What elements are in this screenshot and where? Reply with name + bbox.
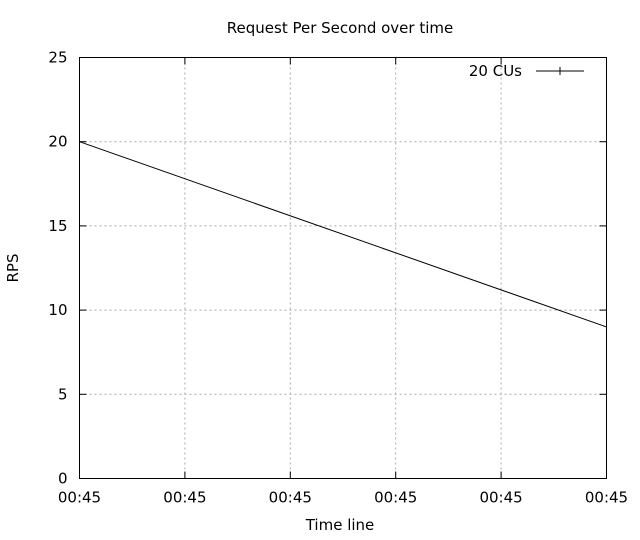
x-tick-label: 00:45: [479, 489, 522, 507]
legend: 20 CUs: [469, 62, 584, 80]
plot-frame: [79, 57, 607, 479]
x-tick-labels: 00:45 00:45 00:45 00:45 00:45 00:45: [58, 489, 628, 507]
y-tick-label: 10: [48, 301, 67, 319]
x-axis-label: Time line: [305, 516, 375, 534]
y-tick-label: 25: [48, 49, 67, 67]
y-tick-labels: 0 5 10 15 20 25: [48, 49, 67, 488]
axis-ticks: [79, 57, 607, 479]
y-tick-label: 0: [58, 470, 68, 488]
grid-lines: [79, 57, 607, 479]
x-tick-label: 00:45: [58, 489, 101, 507]
y-tick-label: 20: [48, 133, 67, 151]
x-tick-label: 00:45: [269, 489, 312, 507]
series-layer: [79, 137, 607, 331]
y-tick-label: 15: [48, 217, 67, 235]
legend-label: 20 CUs: [469, 62, 522, 80]
x-tick-label: 00:45: [585, 489, 628, 507]
series-line: [79, 141, 607, 328]
y-axis-label: RPS: [4, 254, 22, 283]
x-tick-label: 00:45: [163, 489, 206, 507]
chart-title: Request Per Second over time: [227, 19, 453, 37]
x-tick-label: 00:45: [374, 489, 417, 507]
y-tick-label: 5: [58, 385, 68, 403]
